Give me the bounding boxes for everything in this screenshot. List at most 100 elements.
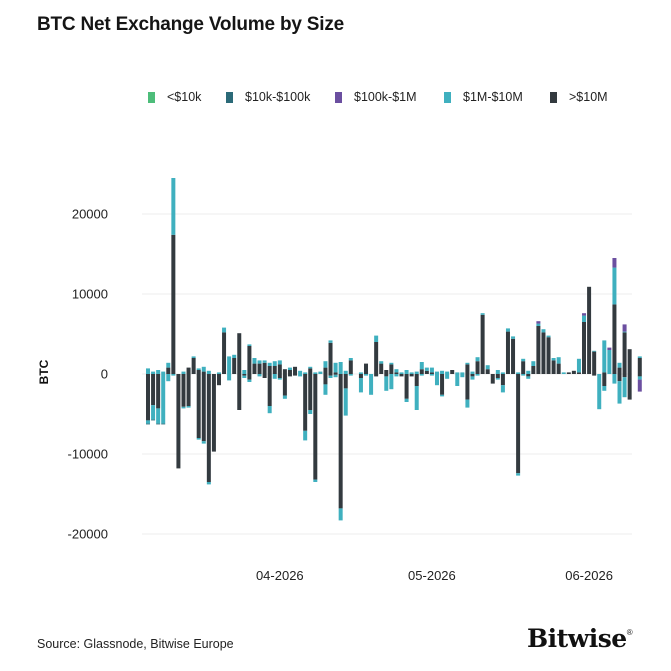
bar-segment bbox=[404, 398, 409, 402]
legend-swatch bbox=[550, 91, 557, 103]
bar-segment bbox=[531, 361, 536, 366]
day-bar bbox=[556, 357, 561, 374]
day-bar bbox=[247, 344, 252, 382]
day-bar bbox=[541, 329, 546, 374]
bar-segment bbox=[338, 374, 343, 509]
day-bar bbox=[607, 347, 612, 374]
bar-segment bbox=[242, 374, 247, 376]
bar-segment bbox=[480, 313, 485, 315]
bar-segment bbox=[419, 369, 424, 374]
day-bar bbox=[587, 286, 592, 374]
bar-segment bbox=[485, 369, 490, 374]
legend-label: <$10k bbox=[167, 90, 202, 104]
day-bar bbox=[394, 369, 399, 377]
bar-segment bbox=[465, 399, 470, 408]
bar-segment bbox=[384, 370, 389, 374]
day-bar bbox=[495, 370, 500, 380]
bar-segment bbox=[161, 371, 166, 374]
x-tick-labels: 04-2026 05-2026 06-2026 bbox=[256, 568, 613, 583]
bar-segment bbox=[495, 374, 500, 378]
bar-segment bbox=[277, 364, 282, 374]
day-bar bbox=[318, 371, 323, 374]
bar-segment bbox=[526, 374, 531, 377]
bar-segment bbox=[516, 374, 521, 474]
bar-segment bbox=[328, 374, 333, 376]
bar-segment bbox=[622, 331, 627, 333]
day-bar bbox=[627, 349, 632, 400]
bar-segment bbox=[500, 374, 505, 386]
bar-segment bbox=[196, 374, 201, 438]
legend-item: $100k-$1M bbox=[335, 90, 417, 104]
day-bar bbox=[622, 324, 627, 398]
y-tick-label: 10000 bbox=[72, 287, 108, 302]
bar-segment bbox=[242, 375, 247, 378]
bar-segment bbox=[328, 342, 333, 374]
bar-segment bbox=[505, 331, 510, 374]
bar-segment bbox=[384, 374, 389, 377]
bar-segment bbox=[419, 362, 424, 370]
bar-segment bbox=[146, 374, 150, 421]
registered-mark: ® bbox=[626, 628, 633, 637]
bar-segment bbox=[541, 329, 546, 333]
bar-segment bbox=[308, 374, 313, 410]
bar-segment bbox=[196, 370, 201, 374]
day-bar bbox=[216, 372, 221, 386]
bar-segment bbox=[455, 374, 460, 386]
bar-segment bbox=[181, 374, 186, 407]
day-bar bbox=[348, 358, 353, 376]
day-bar bbox=[546, 335, 551, 374]
bar-segment bbox=[176, 374, 181, 469]
bar-segment bbox=[201, 371, 206, 374]
legend-item: <$10k bbox=[148, 90, 201, 104]
bar-segment bbox=[394, 372, 399, 374]
bar-segment bbox=[313, 374, 318, 480]
bar-segment bbox=[414, 386, 419, 410]
bar-segment bbox=[470, 376, 475, 380]
bars bbox=[146, 178, 642, 521]
day-bar bbox=[232, 354, 237, 374]
bar-segment bbox=[277, 378, 282, 380]
logo-text: Bitwise bbox=[527, 624, 627, 653]
bar-segment bbox=[171, 178, 176, 235]
bar-segment bbox=[181, 371, 186, 374]
bar-segment bbox=[201, 441, 206, 444]
bar-segment bbox=[151, 374, 156, 406]
day-bar bbox=[490, 374, 495, 384]
bar-segment bbox=[374, 335, 379, 342]
bar-segment bbox=[303, 372, 308, 374]
bar-segment bbox=[303, 430, 308, 441]
day-bar bbox=[181, 371, 186, 409]
bar-segment bbox=[495, 370, 500, 374]
day-bar bbox=[475, 357, 480, 376]
bar-segment bbox=[627, 349, 632, 374]
bar-segment bbox=[576, 358, 581, 373]
bar-segment bbox=[146, 420, 150, 424]
bar-segment bbox=[313, 372, 318, 374]
bar-segment bbox=[323, 367, 328, 374]
bar-segment bbox=[475, 361, 480, 374]
day-bar bbox=[196, 368, 201, 440]
day-bar bbox=[369, 374, 374, 395]
bar-segment bbox=[156, 408, 161, 424]
bar-segment bbox=[257, 360, 262, 364]
y-axis-label: BTC bbox=[37, 359, 51, 384]
chart-legend: <$10k $10k-$100k $100k-$1M $1M-$10M >$10M bbox=[0, 90, 671, 106]
bar-segment bbox=[232, 358, 237, 374]
bar-segment bbox=[521, 374, 526, 376]
bar-segment bbox=[536, 323, 541, 326]
bar-segment bbox=[637, 356, 642, 358]
bar-segment bbox=[247, 379, 252, 382]
day-bar bbox=[308, 366, 313, 414]
bar-segment bbox=[267, 374, 272, 406]
day-bar bbox=[262, 360, 267, 378]
bar-segment bbox=[455, 372, 460, 374]
bar-segment bbox=[237, 333, 242, 374]
day-bar bbox=[450, 370, 455, 374]
bar-segment bbox=[267, 406, 272, 414]
bar-segment bbox=[445, 374, 450, 379]
bar-segment bbox=[470, 374, 475, 377]
bar-segment bbox=[303, 374, 308, 431]
bar-segment bbox=[612, 267, 617, 305]
bar-segment bbox=[206, 374, 211, 482]
bar-segment bbox=[282, 395, 287, 399]
